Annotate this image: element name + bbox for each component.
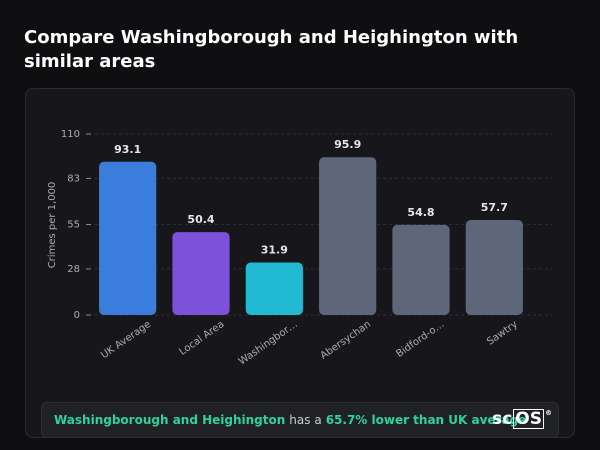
summary-connector: has a bbox=[289, 413, 322, 427]
summary-highlight: 65.7% lower than UK average bbox=[325, 413, 527, 427]
value-label: 50.4 bbox=[187, 213, 214, 226]
bar bbox=[392, 224, 450, 315]
value-label: 93.1 bbox=[114, 143, 141, 156]
x-tick-label: Sawtry bbox=[485, 319, 520, 348]
summary-subject: Washingborough and Heighington bbox=[54, 413, 286, 427]
x-tick-label: Bidford-o… bbox=[394, 319, 446, 360]
logo: sc OS ® bbox=[492, 409, 552, 429]
bar bbox=[319, 157, 377, 315]
x-tick-label: Washingbor… bbox=[237, 319, 300, 368]
logo-boxed: OS bbox=[513, 409, 544, 429]
y-tick-label: 55 bbox=[67, 220, 80, 231]
x-tick-label: UK Average bbox=[99, 319, 153, 361]
page-title: Compare Washingborough and Heighington w… bbox=[24, 27, 519, 72]
y-tick-label: 83 bbox=[67, 173, 80, 184]
logo-left: sc bbox=[492, 409, 513, 429]
y-axis-label: Crimes per 1,000 bbox=[47, 182, 58, 269]
logo-mark: ® bbox=[545, 409, 552, 417]
bar bbox=[99, 161, 157, 315]
y-tick-label: 28 bbox=[67, 264, 80, 275]
y-tick-label: 0 bbox=[74, 310, 80, 321]
y-tick-label: 110 bbox=[61, 129, 80, 140]
bar bbox=[465, 220, 523, 315]
value-label: 31.9 bbox=[261, 244, 288, 257]
value-label: 95.9 bbox=[334, 138, 361, 151]
bar bbox=[245, 262, 303, 315]
value-label: 54.8 bbox=[407, 206, 434, 219]
summary-banner: Washingborough and Heighington has a 65.… bbox=[41, 402, 559, 438]
bar bbox=[172, 232, 230, 315]
x-tick-label: Local Area bbox=[177, 319, 226, 358]
x-tick-label: Abersychan bbox=[319, 319, 374, 362]
value-label: 57.7 bbox=[481, 201, 508, 214]
